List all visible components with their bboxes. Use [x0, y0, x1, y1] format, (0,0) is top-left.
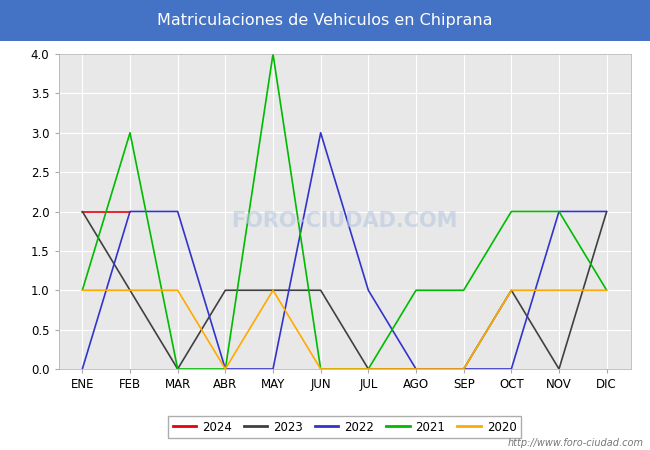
Text: Matriculaciones de Vehiculos en Chiprana: Matriculaciones de Vehiculos en Chiprana [157, 13, 493, 28]
Legend: 2024, 2023, 2022, 2021, 2020: 2024, 2023, 2022, 2021, 2020 [168, 416, 521, 438]
Text: http://www.foro-ciudad.com: http://www.foro-ciudad.com [508, 438, 644, 448]
Text: FORO-CIUDAD.COM: FORO-CIUDAD.COM [231, 211, 458, 231]
